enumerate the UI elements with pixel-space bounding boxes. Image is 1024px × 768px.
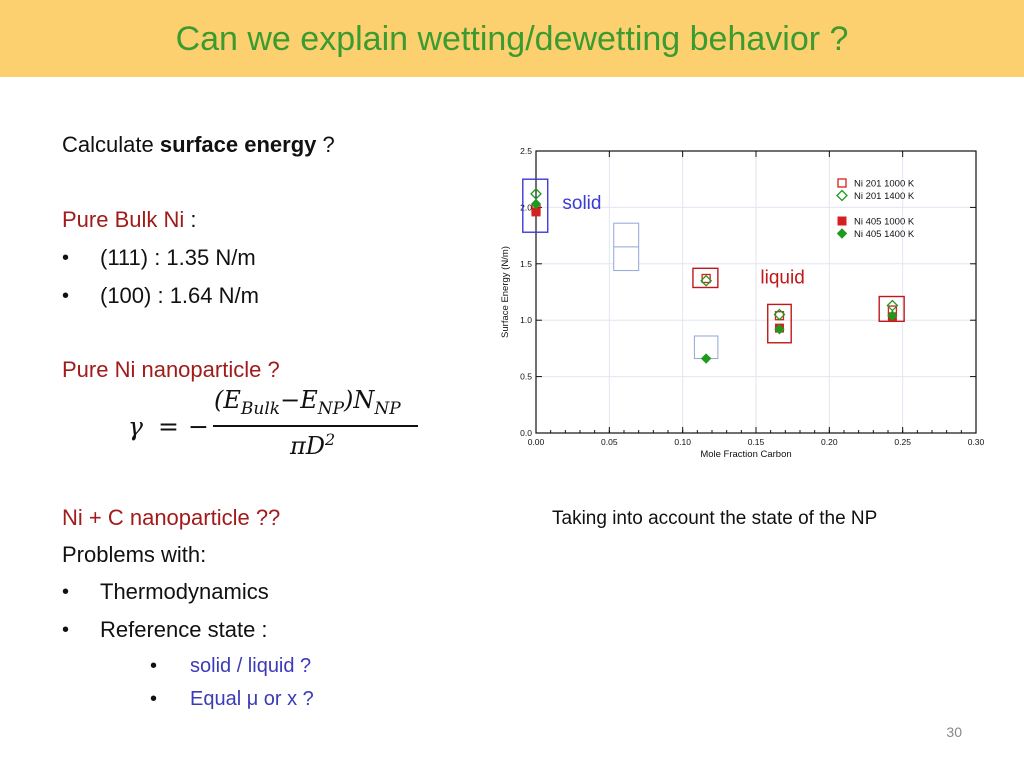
data-point [773, 308, 786, 321]
y-tick-label: 2.5 [520, 146, 532, 156]
x-axis-label: Mole Fraction Carbon [700, 449, 791, 460]
eq-den-exp: 2 [325, 430, 336, 449]
liquid-annotation: liquid [760, 267, 804, 288]
x-tick-label: 0.25 [894, 437, 911, 447]
intro-prefix: Calculate [62, 132, 160, 157]
x-tick-label: 0.10 [674, 437, 691, 447]
y-tick-label: 0.5 [520, 372, 532, 382]
legend-marker [837, 216, 847, 226]
y-tick-label: 1.5 [520, 259, 532, 269]
bullet-marker: • [62, 285, 70, 307]
eq-denominator: πD2 [290, 430, 335, 460]
eq-sub-np: NP [317, 398, 345, 419]
y-tick-label: 2.0 [520, 202, 532, 212]
eq-num-close: )N [344, 386, 375, 414]
liquid-state-box [878, 295, 905, 323]
page-number: 30 [946, 724, 962, 740]
sub-bullet-marker: • [150, 688, 158, 710]
eq-sub-bulk: Bulk [240, 398, 281, 419]
bulk-heading-line: Pure Bulk Ni : [62, 206, 197, 234]
bulk-heading: Pure Bulk Ni [62, 207, 185, 232]
liquid-state-box [767, 303, 792, 344]
title-banner: Can we explain wetting/dewetting behavio… [0, 0, 1024, 77]
x-tick-label: 0.05 [601, 437, 618, 447]
eq-den-pi: πD [290, 432, 326, 460]
bullet-marker: • [62, 619, 70, 641]
legend-marker [836, 189, 848, 202]
x-tick-label: 0.30 [968, 437, 985, 447]
nic-heading: Ni + C nanoparticle ?? [62, 505, 281, 530]
eq-equals: = [158, 412, 179, 441]
data-point [701, 273, 711, 284]
eq-num-open: (E [214, 386, 241, 414]
eq-minus: − [188, 412, 209, 441]
data-point [887, 310, 898, 321]
y-tick-label: 0.0 [520, 428, 532, 438]
legend-label: Ni 405 1400 K [854, 229, 915, 240]
bullet-marker: • [62, 247, 70, 269]
x-tick-label: 0.20 [821, 437, 838, 447]
data-point [700, 353, 712, 364]
nano-heading: Pure Ni nanoparticle ? [62, 357, 280, 382]
x-tick-label: 0.15 [748, 437, 765, 447]
intro-line: Calculate surface energy ? [62, 131, 335, 159]
slide-title: Can we explain wetting/dewetting behavio… [175, 20, 849, 58]
legend-label: Ni 405 1000 K [854, 217, 915, 228]
data-point [530, 198, 542, 210]
eq-fraction-bar [213, 425, 418, 427]
bullet-marker: • [62, 581, 70, 603]
problem-reference-state: Reference state : [100, 617, 268, 642]
sub-item-equal-mu: Equal μ or x ? [190, 688, 314, 710]
bulk-item-111: (111) : 1.35 N/m [100, 245, 256, 270]
surface-energy-chart: 0.00 0.05 0.10 0.15 0.20 0.25 0.30 0.0 0.5 1.0 1.5… [500, 146, 985, 460]
solid-state-box [522, 178, 549, 233]
intro-bold: surface energy [159, 132, 317, 157]
y-tick-label: 1.0 [520, 315, 532, 325]
sub-bullet-marker: • [150, 655, 158, 677]
sub-item-solid-liquid: solid / liquid ? [190, 655, 312, 677]
eq-numerator: (EBulk−ENP)NNP [214, 386, 401, 419]
x-tick-label: 0.00 [528, 437, 545, 447]
legend-marker [837, 178, 847, 188]
problems-label: Problems with: [62, 542, 207, 567]
bulk-colon: : [184, 207, 197, 232]
problem-thermodynamics: Thermodynamics [100, 579, 269, 604]
data-point [774, 324, 785, 335]
eq-gamma: γ [128, 412, 143, 441]
liquid-state-box [692, 267, 719, 289]
legend-label: Ni 201 1400 K [854, 191, 915, 202]
data-point [700, 274, 713, 287]
legend-marker [836, 228, 848, 239]
y-axis-label: Surface Energy (N/m) [500, 246, 511, 338]
eq-num-minus: −E [280, 386, 318, 414]
eq-sub-np-2: NP [374, 398, 401, 419]
legend-label: Ni 201 1000 K [854, 179, 915, 190]
intro-suffix: ? [316, 132, 335, 157]
chart-caption: Taking into account the state of the NP [552, 508, 878, 529]
solid-annotation: solid [562, 193, 601, 214]
bulk-item-100: (100) : 1.64 N/m [100, 283, 259, 308]
